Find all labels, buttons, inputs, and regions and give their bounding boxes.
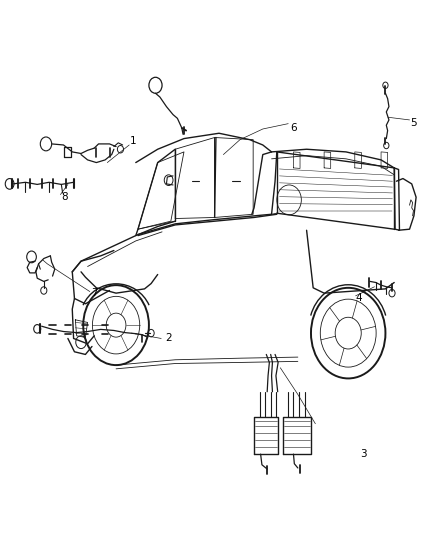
Text: 3: 3	[360, 449, 367, 459]
Text: 2: 2	[165, 334, 172, 343]
Text: 8: 8	[61, 192, 68, 202]
Text: 4: 4	[356, 294, 363, 303]
Text: 1: 1	[130, 136, 137, 146]
Text: 7: 7	[91, 288, 98, 298]
Text: 6: 6	[290, 123, 297, 133]
Text: 5: 5	[410, 118, 417, 127]
